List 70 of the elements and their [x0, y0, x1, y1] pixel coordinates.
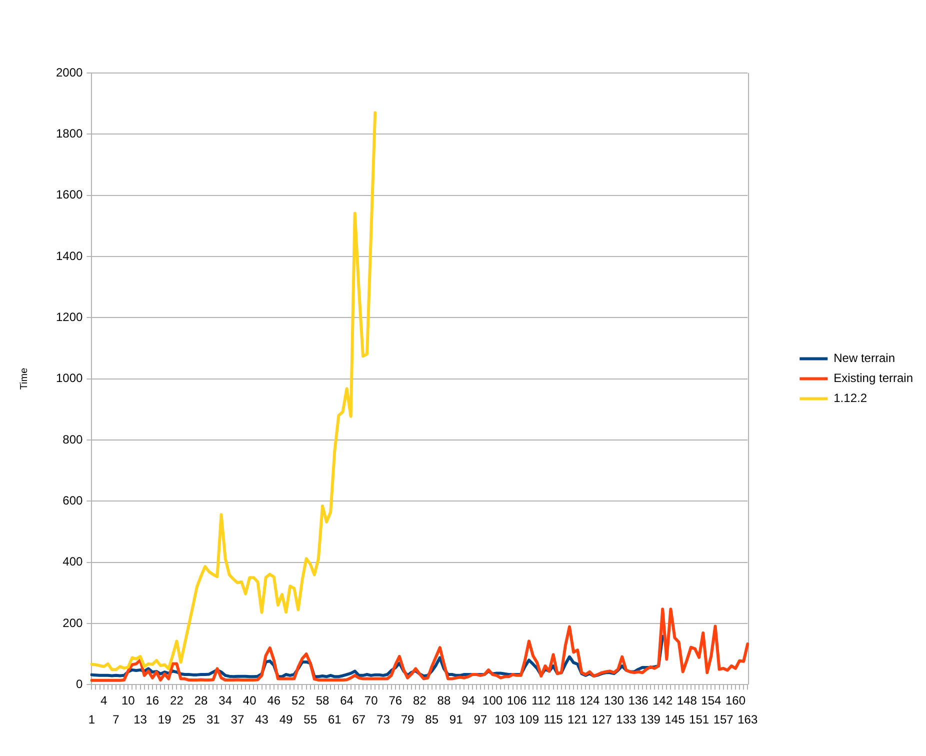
x-tick-label: 88: [437, 694, 451, 708]
x-tick-label: 67: [352, 712, 366, 727]
y-tick-label: 1000: [56, 371, 84, 386]
x-tick-label: 49: [279, 712, 294, 727]
legend-label: 1.12.2: [834, 391, 868, 406]
legend-label: New terrain: [834, 351, 895, 366]
x-tick-label: 1: [88, 712, 96, 727]
x-tick-label: 154: [701, 694, 722, 708]
x-tick-label: 112: [532, 694, 552, 708]
x-tick-label: 115: [544, 712, 564, 727]
y-tick-label: 0: [76, 676, 84, 691]
x-tick-label: 22: [170, 694, 184, 708]
x-tick-label: 109: [518, 712, 540, 727]
x-tick-label: 160: [725, 694, 746, 708]
x-tick-label: 40: [242, 694, 257, 708]
y-tick-label: 1600: [56, 188, 84, 202]
x-tick-label: 148: [676, 694, 698, 708]
x-tick-label: 163: [738, 712, 758, 727]
x-tick-label: 37: [230, 712, 244, 727]
x-tick-label: 28: [194, 694, 208, 708]
x-tick-label: 142: [652, 694, 673, 708]
x-tick-label: 151: [689, 712, 710, 727]
x-tick-label: 70: [364, 694, 378, 708]
x-tick-label: 82: [412, 694, 427, 708]
x-tick-label: 157: [713, 712, 734, 727]
x-tick-label: 64: [340, 694, 354, 708]
y-tick-label: 1200: [56, 310, 84, 324]
x-tick-label: 25: [182, 712, 196, 727]
x-tick-label: 43: [255, 712, 269, 727]
x-tick-label: 94: [462, 694, 476, 708]
x-tick-label: 103: [494, 712, 516, 727]
x-tick-label: 136: [628, 694, 649, 708]
x-tick-label: 106: [506, 694, 528, 708]
x-tick-label: 58: [316, 694, 330, 708]
x-tick-label: 85: [425, 712, 439, 727]
x-tick-label: 145: [664, 712, 686, 727]
x-tick-label: 34: [218, 694, 232, 708]
x-tick-label: 55: [304, 712, 318, 727]
x-tick-label: 4: [100, 694, 108, 708]
x-tick-label: 100: [482, 694, 503, 708]
x-tick-label: 16: [146, 694, 160, 708]
y-tick-label: 400: [62, 554, 84, 569]
y-tick-label: 1400: [56, 248, 84, 263]
x-tick-label: 19: [158, 712, 172, 727]
x-tick-label: 121: [568, 712, 588, 727]
x-tick-label: 46: [267, 694, 281, 708]
x-tick-label: 124: [580, 694, 600, 708]
x-tick-label: 127: [592, 712, 612, 727]
x-tick-label: 73: [376, 712, 390, 727]
x-tick-label: 13: [134, 712, 148, 727]
x-tick-label: 139: [640, 712, 661, 727]
x-tick-label: 52: [292, 694, 306, 708]
x-tick-label: 79: [400, 712, 415, 727]
x-tick-label: 10: [121, 694, 136, 708]
x-tick-label: 133: [616, 712, 636, 727]
x-tick-label: 118: [556, 694, 576, 708]
x-tick-label: 31: [206, 712, 220, 727]
x-tick-label: 91: [449, 712, 464, 727]
y-tick-label: 200: [62, 616, 84, 630]
x-tick-label: 97: [474, 712, 488, 727]
y-tick-label: 1800: [56, 126, 84, 140]
y-tick-label: 600: [62, 493, 84, 508]
x-tick-label: 7: [112, 712, 120, 727]
x-tick-label: 76: [388, 694, 402, 708]
y-tick-label: 800: [62, 432, 84, 446]
x-tick-label: 130: [604, 694, 624, 708]
y-tick-label: 2000: [56, 65, 84, 80]
y-axis-title: Time: [18, 367, 30, 390]
legend-label: Existing terrain: [834, 371, 914, 386]
x-tick-label: 61: [328, 712, 342, 727]
